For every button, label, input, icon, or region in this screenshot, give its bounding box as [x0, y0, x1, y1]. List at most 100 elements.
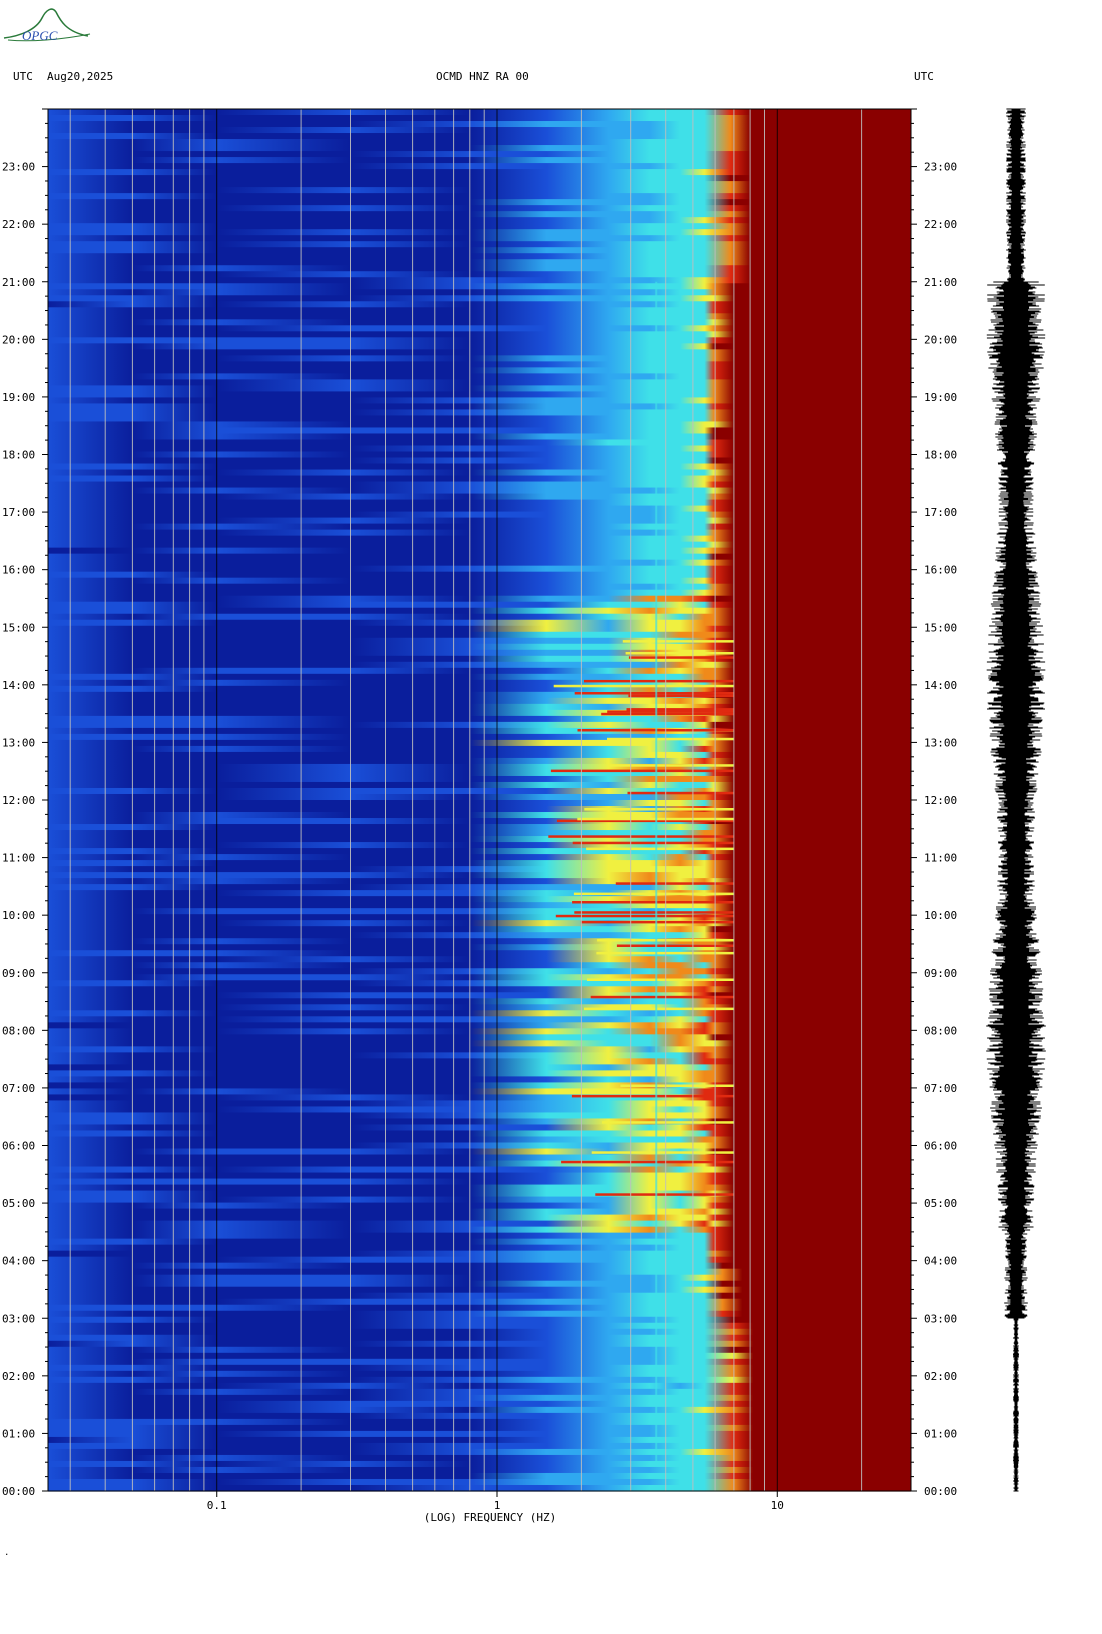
- y-tick-label-left: 06:00: [2, 1140, 35, 1153]
- heatmap-row: [48, 1256, 911, 1264]
- y-tick-label-right: 22:00: [924, 218, 957, 231]
- heatmap-row: [48, 1364, 911, 1372]
- y-tick-label-right: 00:00: [924, 1485, 957, 1498]
- heatmap-row: [48, 175, 911, 182]
- y-tick-label-right: 06:00: [924, 1140, 957, 1153]
- heatmap-row: [48, 848, 911, 855]
- heatmap-row: [48, 733, 911, 741]
- heatmap-row: [48, 619, 911, 627]
- heatmap-row: [48, 649, 911, 657]
- heatmap-row: [48, 697, 911, 705]
- heatmap-row: [48, 709, 911, 717]
- heatmap-row: [48, 391, 911, 399]
- heatmap-row: [48, 727, 911, 735]
- heatmap-row: [48, 1442, 911, 1450]
- heatmap-row: [48, 1076, 911, 1084]
- heatmap-row: [48, 451, 911, 459]
- y-tick-label-right: 21:00: [924, 276, 957, 289]
- heatmap-row: [48, 1418, 911, 1426]
- heatmap-row: [48, 253, 911, 260]
- y-tick-label-left: 23:00: [2, 161, 35, 174]
- heatmap-row: [48, 373, 911, 380]
- y-tick-label-left: 11:00: [2, 852, 35, 865]
- heatmap-row: [48, 1136, 911, 1144]
- heatmap-row: [48, 1082, 911, 1090]
- y-tick-label-right: 05:00: [924, 1197, 957, 1210]
- heatmap-row: [48, 968, 911, 975]
- heatmap-row: [48, 938, 911, 945]
- heatmap-row: [48, 1238, 911, 1246]
- heatmap-row: [48, 499, 911, 507]
- heatmap-row: [48, 157, 911, 164]
- heatmap-row: [48, 163, 911, 170]
- heatmap-row: [48, 211, 911, 218]
- y-tick-label-left: 10:00: [2, 909, 35, 922]
- y-tick-label-left: 04:00: [2, 1255, 35, 1268]
- heatmap-row: [48, 1292, 911, 1300]
- event-streak: [548, 835, 734, 838]
- event-streak: [584, 679, 734, 683]
- heatmap-row: [48, 1274, 911, 1282]
- y-tick-label-left: 14:00: [2, 679, 35, 692]
- heatmap-row: [48, 1196, 911, 1204]
- heatmap-row: [48, 115, 911, 122]
- y-tick-label-left: 03:00: [2, 1312, 35, 1325]
- heatmap-row: [48, 793, 911, 801]
- heatmap-row: [48, 217, 911, 224]
- heatmap-row: [48, 241, 911, 248]
- frequency-grid: [69, 109, 912, 1491]
- heatmap-row: [48, 884, 911, 891]
- heatmap-row: [48, 890, 911, 897]
- heatmap-row: [48, 1460, 911, 1468]
- heatmap-row: [48, 1112, 911, 1120]
- heatmap-row: [48, 625, 911, 633]
- heatmap-row: [48, 409, 911, 417]
- y-tick-label-left: 02:00: [2, 1370, 35, 1383]
- heatmap-row: [48, 1328, 911, 1336]
- heatmap-row: [48, 151, 911, 158]
- heatmap-row: [48, 854, 911, 861]
- heatmap-row: [48, 775, 911, 783]
- heatmap-row: [48, 1124, 911, 1132]
- heatmap-row: [48, 763, 911, 771]
- heatmap-row: [48, 457, 911, 465]
- heatmap-row: [48, 1052, 911, 1059]
- heatmap-row: [48, 1262, 911, 1270]
- heatmap-row: [48, 667, 911, 675]
- y-tick-label-left: 19:00: [2, 391, 35, 404]
- heatmap-row: [48, 992, 911, 999]
- y-tick-label-right: 09:00: [924, 967, 957, 980]
- right-timezone-label: UTC: [914, 70, 934, 83]
- event-streak: [625, 652, 734, 655]
- heatmap-row: [48, 463, 911, 471]
- heatmap-row: [48, 205, 911, 212]
- heatmap-row: [48, 745, 911, 753]
- y-tick-label-right: 16:00: [924, 564, 957, 577]
- heatmap-row: [48, 295, 911, 302]
- x-tick-label: 1: [494, 1499, 501, 1512]
- event-streak: [628, 694, 734, 698]
- heatmap-row: [48, 607, 911, 615]
- heatmap-row: [48, 307, 911, 314]
- heatmap-row: [48, 1178, 911, 1186]
- heatmap-row: [48, 589, 911, 597]
- heatmap-row: [48, 1286, 911, 1294]
- heatmap-row: [48, 433, 911, 441]
- heatmap-row: [48, 926, 911, 933]
- heatmap-row: [48, 1058, 911, 1065]
- y-tick-label-right: 23:00: [924, 161, 957, 174]
- heatmap-row: [48, 1454, 911, 1462]
- heatmap-row: [48, 1172, 911, 1180]
- y-tick-label-left: 17:00: [2, 506, 35, 519]
- event-streak: [616, 944, 734, 947]
- heatmap-row: [48, 1406, 911, 1414]
- heatmap-row: [48, 517, 911, 525]
- heatmap-row: [48, 1046, 911, 1053]
- seismogram-waveform: [986, 108, 1046, 1492]
- logo-text: OPGC: [22, 28, 58, 43]
- heatmap-row: [48, 535, 911, 543]
- heatmap-row: [48, 565, 911, 573]
- heatmap-row: [48, 691, 911, 699]
- x-tick-label: 0.1: [207, 1499, 227, 1512]
